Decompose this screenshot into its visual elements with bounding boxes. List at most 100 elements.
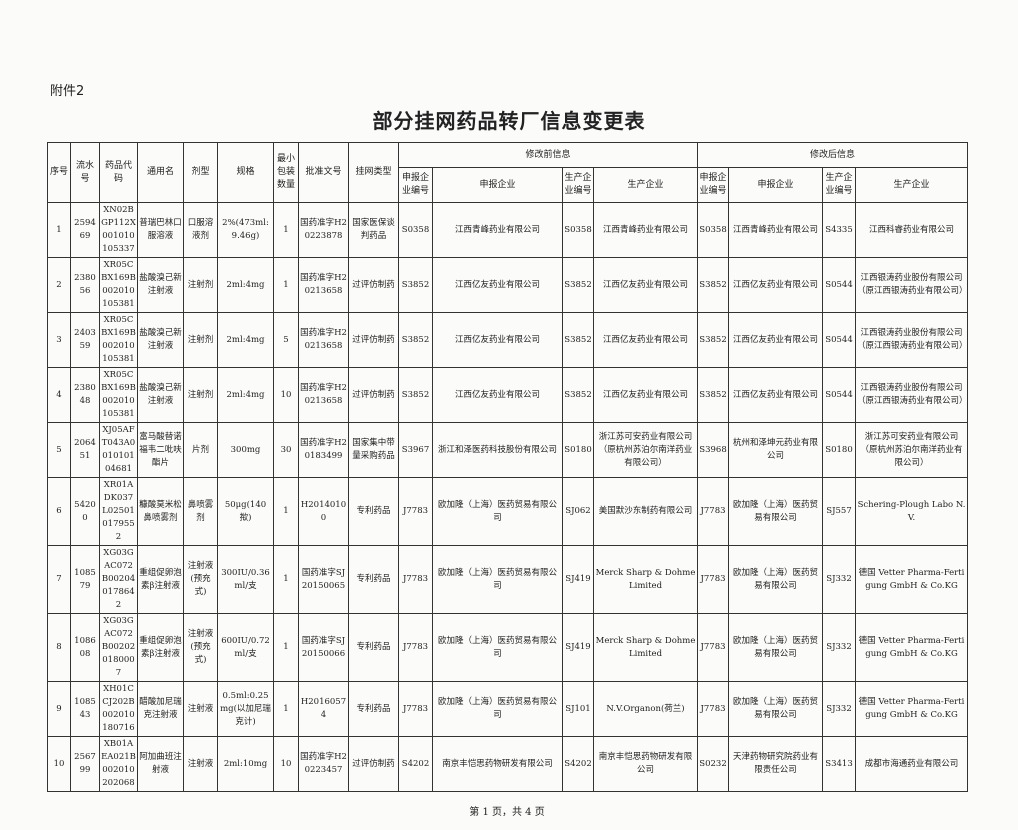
table-cell: 江西亿友药业有限公司 <box>432 312 563 368</box>
table-cell: 206451 <box>70 422 100 478</box>
table-cell: 专利药品 <box>348 613 399 682</box>
table-cell: 600IU/0.72ml/支 <box>217 613 274 682</box>
table-cell: 江西科睿药业有限公司 <box>855 202 969 258</box>
table-cell: H20160574 <box>298 681 349 737</box>
table-cell: 54200 <box>70 477 100 546</box>
table-cell: 国药准字SJ20150065 <box>298 545 349 614</box>
column-header: 序号 <box>47 142 71 203</box>
column-header: 最小包装数量 <box>273 142 299 203</box>
table-cell: 注射液 <box>183 736 218 792</box>
table-cell: 成都市海通药业有限公司 <box>855 736 969 792</box>
table-cell: 6 <box>47 477 71 546</box>
page-footer: 第 1 页，共 4 页 <box>469 807 545 818</box>
table-cell: 国药准字H20183499 <box>298 422 349 478</box>
table-cell: SJ332 <box>822 613 857 682</box>
table-cell: 0.5ml:0.25mg(以加尼瑞克计) <box>217 681 274 737</box>
table-cell: 盐酸溴己新注射液 <box>137 257 184 313</box>
table-cell: 江西亿友药业有限公司 <box>728 257 824 313</box>
column-header-after: 申报企业 <box>728 167 824 203</box>
table-cell: S3852 <box>697 312 730 368</box>
column-header-after: 生产企业 <box>855 167 969 203</box>
table-row: 6 54200 XR01ADK037L025010179552 糠酸莫米松鼻喷雾剂 鼻喷… <box>47 477 969 546</box>
table-cell: 江西亿友药业有限公司 <box>592 257 699 313</box>
table-cell: 糠酸莫米松鼻喷雾剂 <box>137 477 184 546</box>
table-cell: 1 <box>273 613 299 682</box>
table-cell: 1 <box>47 202 71 258</box>
table-cell: 浙江苏可安药业有限公司（原杭州苏泊尔南洋药业有限公司） <box>592 422 699 478</box>
table-cell: J7783 <box>697 613 730 682</box>
table-cell: 江西亿友药业有限公司 <box>432 367 563 423</box>
table-cell: SJ419 <box>562 545 594 614</box>
table-row: 2 238056 XR05CBX169B002010105381 盐酸溴己新注射液 注射… <box>47 257 969 313</box>
table-row: 7 108579 XG03GAC072B002040178642 重组促卵泡素β注射液… <box>47 545 969 614</box>
table-cell: 259469 <box>70 202 100 258</box>
table-cell: 浙江和泽医药科技股份有限公司 <box>432 422 563 478</box>
table-cell: 238056 <box>70 257 100 313</box>
table-cell: J7783 <box>398 613 433 682</box>
table-cell: S0180 <box>822 422 857 478</box>
table-cell: Merck Sharp & Dohme Limited <box>592 545 699 614</box>
table-cell: 注射液(预充式) <box>183 545 218 614</box>
table-cell: H20140100 <box>298 477 349 546</box>
table-row: 10 256799 XB01AEA021B002010202068 阿加曲班注射液 注射… <box>47 736 969 792</box>
table-row: 9 108543 XH01CCJ202B002010180716 醋酸加尼瑞克注射液注… <box>47 681 969 737</box>
table-cell: S3852 <box>562 312 594 368</box>
table-cell: 国药准字H20223878 <box>298 202 349 258</box>
table-cell: S0358 <box>562 202 594 258</box>
table-cell: 专利药品 <box>348 545 399 614</box>
table-cell: S0358 <box>697 202 730 258</box>
table-cell: 2ml:4mg <box>217 312 274 368</box>
table-cell: S0544 <box>822 257 857 313</box>
table-cell: 欧加隆（上海）医药贸易有限公司 <box>432 681 563 737</box>
table-cell: 1 <box>273 477 299 546</box>
table-cell: 2 <box>47 257 71 313</box>
table-cell: S4202 <box>562 736 594 792</box>
table-cell: 注射剂 <box>183 367 218 423</box>
document-title: 部分挂网药品转厂信息变更表 <box>372 109 646 133</box>
table-cell: 阿加曲班注射液 <box>137 736 184 792</box>
table-cell: J7783 <box>398 477 433 546</box>
table-cell: 江西亿友药业有限公司 <box>432 257 563 313</box>
table-cell: 国家医保谈判药品 <box>348 202 399 258</box>
document-body: 序号 流水号 药品代码 通用名 剂型 规格 最小包装数量 批准文号 挂网类型 修改前信息 修改后信… <box>47 142 969 830</box>
table-cell: XG03GAC072B002040178642 <box>99 545 138 614</box>
table-cell: 30 <box>273 422 299 478</box>
table-cell: SJ332 <box>822 681 857 737</box>
column-header: 流水号 <box>70 142 100 203</box>
table-cell: 240359 <box>70 312 100 368</box>
table-cell: S3968 <box>697 422 730 478</box>
table-cell: 江西银涛药业股份有限公司（原江西银涛药业有限公司） <box>855 312 969 368</box>
table-cell: S4202 <box>398 736 433 792</box>
table-cell: 7 <box>47 545 71 614</box>
column-header-before: 生产企业 <box>592 167 699 203</box>
table-cell: 普瑞巴林口服溶液 <box>137 202 184 258</box>
table-cell: 过评仿制药 <box>348 257 399 313</box>
table-cell: J7783 <box>697 545 730 614</box>
column-header-before: 申报企业 <box>432 167 563 203</box>
table-cell: 盐酸溴己新注射液 <box>137 367 184 423</box>
table-cell: XN02BGP112X001010105337 <box>99 202 138 258</box>
table-cell: XG03GAC072B002020180007 <box>99 613 138 682</box>
table-row: 8 108608 XG03GAC072B002020180007 重组促卵泡素β注射液… <box>47 613 969 682</box>
table-cell: J7783 <box>697 681 730 737</box>
table-cell: 1 <box>273 202 299 258</box>
table-cell: 江西青峰药业有限公司 <box>728 202 824 258</box>
table-cell: 5 <box>47 422 71 478</box>
table-cell: 重组促卵泡素β注射液 <box>137 545 184 614</box>
table-cell: 过评仿制药 <box>348 367 399 423</box>
table-cell: XJ05AFT043A001010104681 <box>99 422 138 478</box>
table-cell: 江西银涛药业股份有限公司（原江西银涛药业有限公司） <box>855 257 969 313</box>
attachment-label: 附件2 <box>50 84 85 99</box>
table-cell: 醋酸加尼瑞克注射液 <box>137 681 184 737</box>
table-cell: 50μg(140揿) <box>217 477 274 546</box>
table-cell: S3852 <box>398 367 433 423</box>
table-cell: XR05CBX169B002010105381 <box>99 312 138 368</box>
table-cell: 2ml:4mg <box>217 367 274 423</box>
table-cell: 2ml:10mg <box>217 736 274 792</box>
table-cell: 300IU/0.36ml/支 <box>217 545 274 614</box>
table-cell: 江西亿友药业有限公司 <box>728 367 824 423</box>
table-cell: 10 <box>273 367 299 423</box>
table-cell: 德国 Vetter Pharma-Fertigung GmbH & Co.KG <box>855 681 969 737</box>
table-cell: 浙江苏可安药业有限公司（原杭州苏泊尔南洋药业有限公司） <box>855 422 969 478</box>
column-header-before: 申报企业编号 <box>398 167 433 203</box>
